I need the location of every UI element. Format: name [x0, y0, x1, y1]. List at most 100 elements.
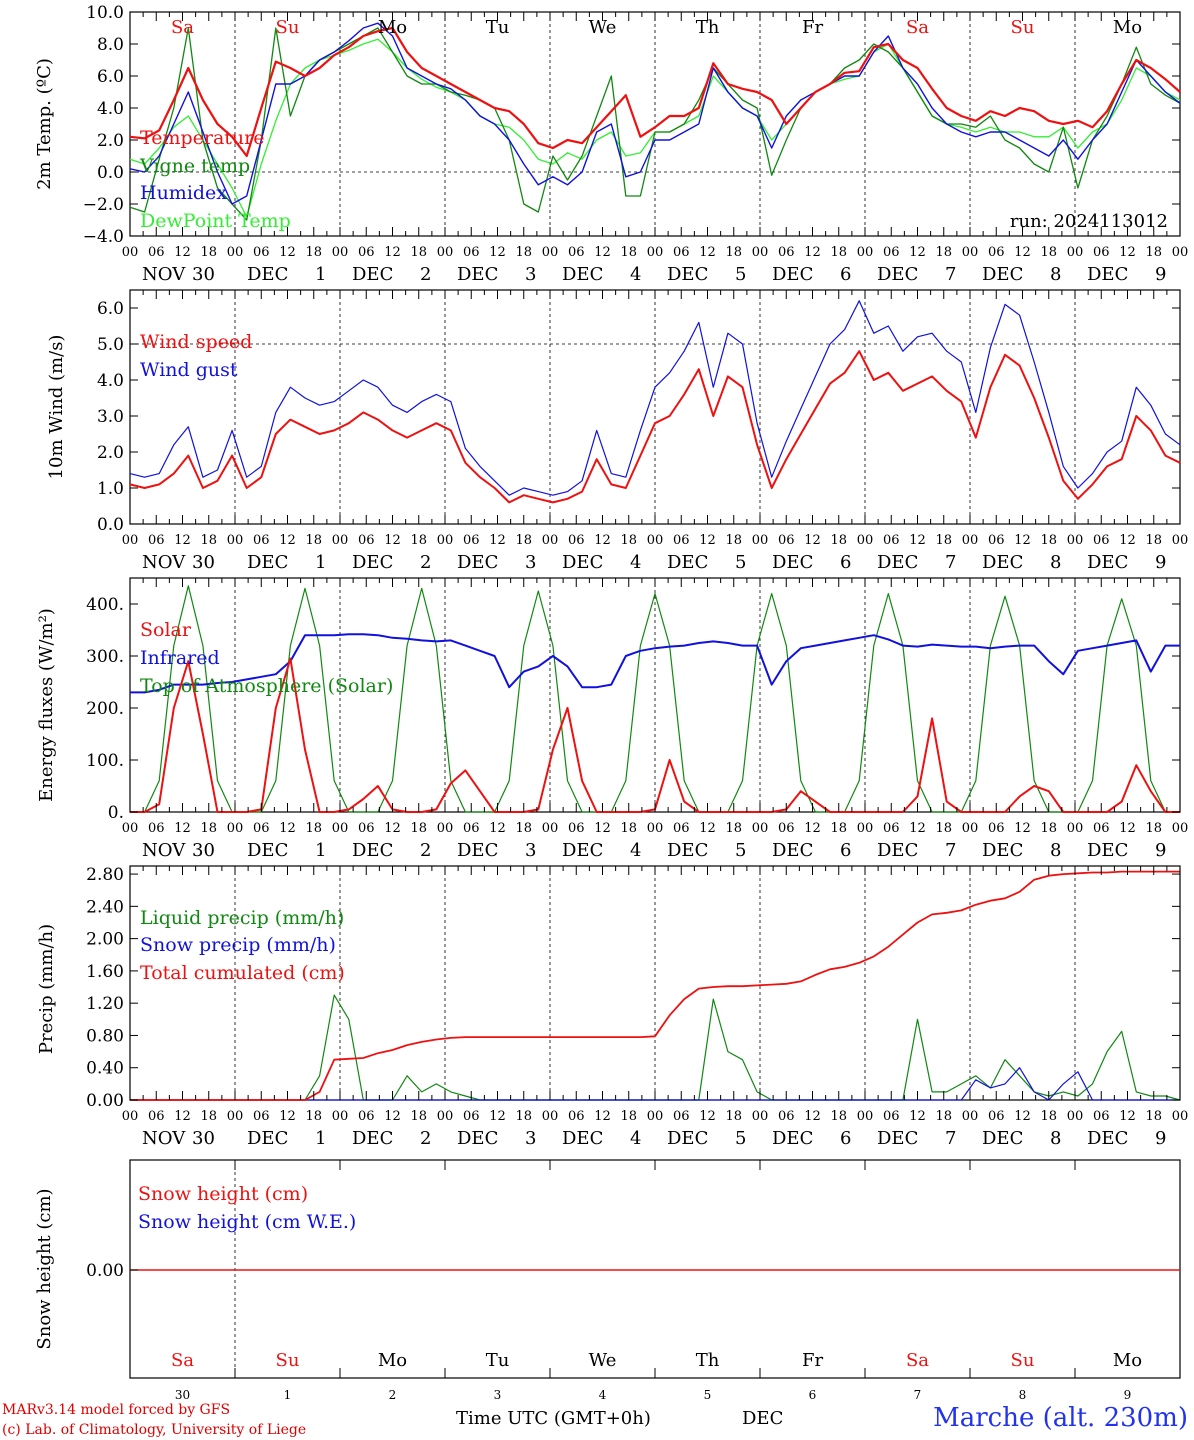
date-month-label: NOV	[142, 1128, 186, 1149]
hour-tick-label: 12	[1014, 533, 1031, 548]
hour-tick-label: 06	[1093, 245, 1110, 260]
hour-tick-label: 12	[594, 245, 611, 260]
date-month-label: DEC	[247, 552, 288, 573]
hour-tick-label: 12	[384, 533, 401, 548]
hour-tick-label: 18	[830, 1109, 847, 1124]
hour-tick-label: 12	[174, 1109, 191, 1124]
y-tick-label: 0.80	[86, 1026, 124, 1046]
hour-tick-label: 00	[437, 533, 454, 548]
date-day-label: 7	[945, 840, 956, 861]
hour-tick-label: 18	[1145, 821, 1162, 836]
hour-tick-label: 06	[253, 821, 270, 836]
station-name: Marche (alt. 230m)	[933, 1403, 1188, 1433]
date-month-label: DEC	[667, 1128, 708, 1149]
hour-tick-label: 18	[410, 245, 427, 260]
date-day-label: 9	[1155, 264, 1166, 285]
date-day-label: 4	[630, 1128, 641, 1149]
y-tick-label: 6.0	[97, 299, 124, 319]
date-month-label: DEC	[667, 840, 708, 861]
date-day-label: 5	[735, 264, 746, 285]
date-month-label: DEC	[982, 1128, 1023, 1149]
hour-tick-label: 18	[515, 821, 532, 836]
hour-tick-label: 12	[1119, 1109, 1136, 1124]
hour-tick-label: 00	[332, 245, 349, 260]
day-number-label: 4	[599, 1388, 607, 1402]
hour-tick-label: 06	[358, 245, 375, 260]
legend-snow-height-we: Snow height (cm W.E.)	[138, 1211, 356, 1233]
hour-tick-label: 00	[647, 245, 664, 260]
hour-tick-label: 12	[909, 821, 926, 836]
hour-tick-label: 18	[1145, 533, 1162, 548]
hour-tick-label: 00	[962, 1109, 979, 1124]
series-line	[129, 300, 1181, 496]
date-month-label: DEC	[352, 1128, 393, 1149]
hour-tick-label: 18	[305, 245, 322, 260]
day-number-label: 5	[704, 1388, 712, 1402]
hour-tick-label: 00	[1067, 1109, 1084, 1124]
date-month-label: DEC	[667, 552, 708, 573]
hour-tick-label: 12	[699, 533, 716, 548]
y-tick-label: 10.0	[86, 3, 124, 23]
date-day-label: 9	[1155, 840, 1166, 861]
date-month-label: DEC	[1087, 1128, 1128, 1149]
hour-tick-label: 00	[857, 1109, 874, 1124]
hour-tick-label: 00	[332, 533, 349, 548]
hour-tick-label: 12	[804, 821, 821, 836]
date-month-label: DEC	[877, 840, 918, 861]
hour-tick-label: 00	[962, 245, 979, 260]
hour-tick-label: 00	[857, 245, 874, 260]
date-month-label: DEC	[562, 1128, 603, 1149]
hour-tick-label: 06	[253, 533, 270, 548]
date-day-label: 4	[630, 840, 641, 861]
hour-tick-label: 12	[699, 821, 716, 836]
date-day-label: 4	[630, 552, 641, 573]
y-tick-label: −4.0	[83, 227, 124, 247]
hour-tick-label: 06	[1093, 1109, 1110, 1124]
date-month-label: DEC	[562, 840, 603, 861]
hour-tick-label: 00	[227, 245, 244, 260]
weekday-label: Tu	[486, 1350, 510, 1371]
date-month-label: DEC	[1087, 552, 1128, 573]
date-day-label: 3	[525, 552, 536, 573]
hour-tick-label: 12	[384, 821, 401, 836]
date-month-label: DEC	[247, 1128, 288, 1149]
hour-tick-label: 00	[1172, 1109, 1189, 1124]
hour-tick-label: 06	[778, 245, 795, 260]
weekday-label: Sa	[171, 17, 194, 38]
date-day-label: 1	[315, 264, 326, 285]
legend-dewpoint: DewPoint Temp	[140, 210, 291, 232]
legend-total-cumulated: Total cumulated (cm)	[140, 962, 345, 984]
date-month-label: DEC	[877, 264, 918, 285]
hour-tick-label: 06	[463, 245, 480, 260]
hour-tick-label: 18	[1040, 1109, 1057, 1124]
weekday-label: Su	[1011, 17, 1035, 38]
hour-tick-label: 18	[830, 245, 847, 260]
hour-tick-label: 00	[542, 533, 559, 548]
date-day-label: 2	[420, 264, 431, 285]
hour-tick-label: 18	[620, 245, 637, 260]
hour-tick-label: 00	[647, 1109, 664, 1124]
y-tick-label: 6.0	[97, 67, 124, 87]
hour-tick-label: 12	[489, 245, 506, 260]
date-month-label: DEC	[667, 264, 708, 285]
date-month-label: NOV	[142, 840, 186, 861]
weekday-label: Th	[696, 17, 720, 38]
hour-tick-label: 18	[305, 1109, 322, 1124]
y-tick-label: 2.80	[86, 865, 124, 885]
hour-tick-label: 12	[1119, 821, 1136, 836]
hour-tick-label: 00	[437, 821, 454, 836]
hour-tick-label: 18	[200, 533, 217, 548]
hour-tick-label: 12	[279, 821, 296, 836]
hour-tick-label: 18	[935, 533, 952, 548]
date-day-label: 8	[1050, 1128, 1061, 1149]
hour-tick-label: 12	[909, 245, 926, 260]
date-day-label: 9	[1155, 1128, 1166, 1149]
hour-tick-label: 12	[1014, 245, 1031, 260]
hour-tick-label: 06	[463, 533, 480, 548]
hour-tick-label: 18	[200, 245, 217, 260]
hour-tick-label: 18	[305, 821, 322, 836]
date-month-label: DEC	[772, 264, 813, 285]
date-day-label: 1	[315, 552, 326, 573]
hour-tick-label: 06	[673, 1109, 690, 1124]
hour-tick-label: 12	[279, 245, 296, 260]
